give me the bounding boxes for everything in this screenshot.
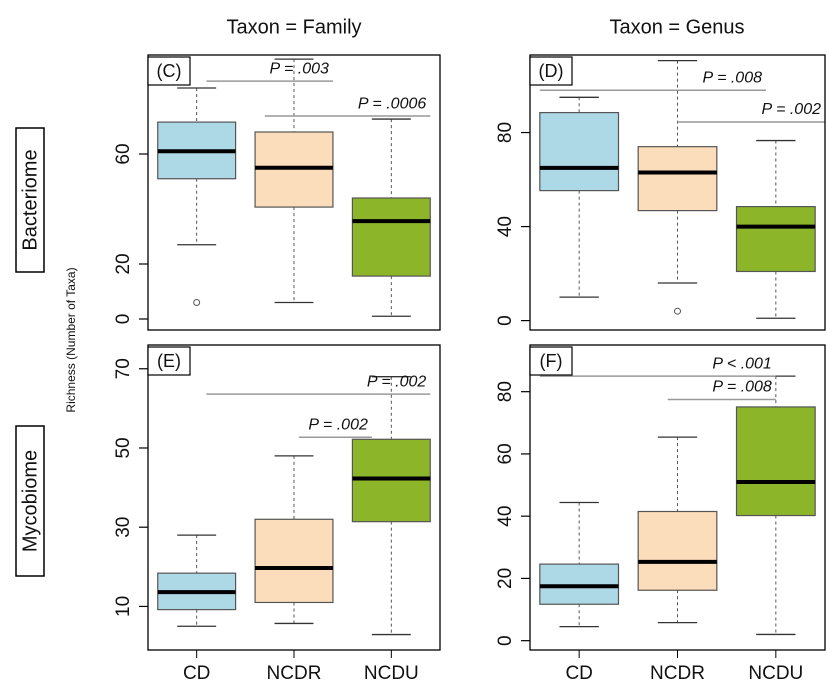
box [637,146,718,212]
box [735,406,816,517]
outlier [193,299,201,306]
x-tick-label: NCDU [364,663,419,684]
panel: P = .008 P = .002 [539,59,825,319]
y-tick-label: 60 [113,143,134,164]
column-title: Taxon = Genus [609,16,744,38]
y-axis-label: Richness (Number of Taxa) [64,267,78,412]
box [539,111,620,192]
annotation: P = .008 [703,69,763,86]
panel-letter-box [147,56,191,86]
y-tick-label: 20 [113,253,134,274]
panel: P = .002 P = .002 [157,373,431,636]
y-tick-label: 80 [495,381,516,402]
row-label-box [15,425,45,577]
box [735,206,816,273]
y-tick-label: 10 [113,596,134,617]
y-tick-label: 70 [113,358,134,379]
panel-letter-box [147,346,191,376]
row-label-box [15,127,45,273]
annotation: P = .002 [308,417,368,434]
y-tick-label: 40 [495,216,516,237]
y-tick-label: 0 [113,314,134,325]
outlier [674,307,681,315]
column-title: Taxon = Family [226,16,361,38]
annotation: P < .001 [712,355,771,372]
annotation: P = .008 [712,379,772,396]
box [351,197,431,277]
x-tick-label: NCDR [267,663,322,684]
annotation: P = .002 [762,101,822,118]
y-tick-label: 0 [495,315,516,326]
panel: P < .001 P = .008 [539,355,816,636]
panel-letter: (D) [539,61,564,81]
y-tick-label: 20 [495,568,516,589]
y-tick-label: 40 [495,506,516,527]
x-tick-label: NCDU [748,663,803,684]
panel-letter: (C) [157,61,182,81]
plot-frame [147,54,441,331]
x-tick-label: CD [183,663,210,684]
x-tick-label: CD [565,663,592,684]
x-tick-label: NCDR [650,663,705,684]
box [539,563,620,605]
panel-letter-box [529,346,573,376]
y-tick-label: 80 [495,122,516,143]
row-label: Mycobiome [19,450,41,552]
panel: P = .003 P = .0006 [157,58,431,317]
y-tick-label: 60 [495,443,516,464]
annotation: P = .003 [269,60,329,77]
y-tick-label: 0 [495,635,516,646]
annotation: P = .002 [367,373,427,390]
y-tick-label: 50 [113,437,134,458]
panel-letter-box [529,56,573,86]
box [637,510,718,591]
y-tick-label: 30 [113,517,134,538]
plot-frame [529,54,826,331]
panel-letter: (F) [540,351,563,371]
box [254,518,334,604]
row-label: Bacteriome [19,149,41,250]
annotation: P = .0006 [358,95,426,112]
panel-letter: (E) [157,351,181,371]
